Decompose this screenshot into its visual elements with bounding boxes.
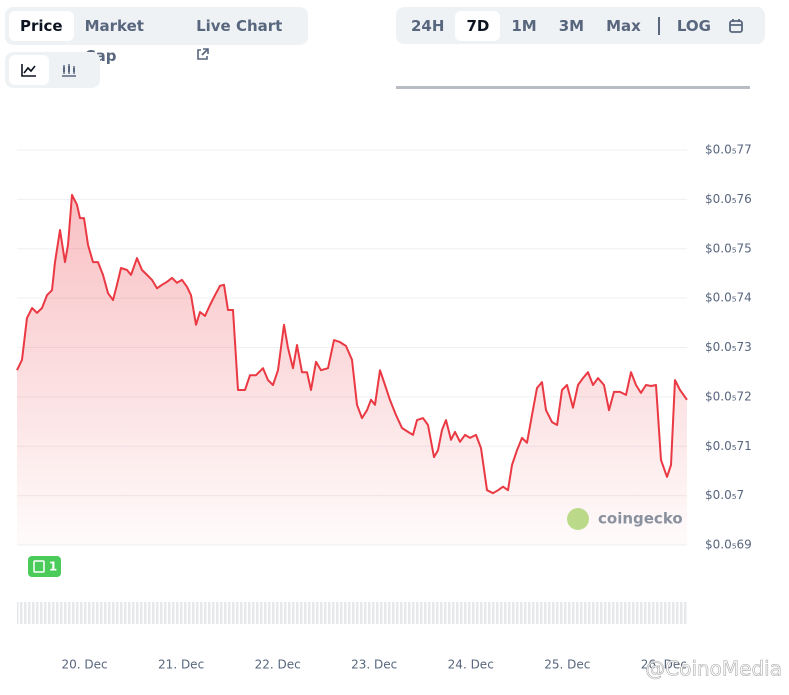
- range-button[interactable]: 1M: [511, 16, 537, 35]
- candle-icon: [62, 64, 76, 77]
- separator: [657, 16, 660, 35]
- x-tick-label: 24. Dec: [448, 658, 494, 672]
- tab-label: Live Chart: [196, 17, 283, 35]
- y-tick-label: $0.0₅69: [705, 538, 752, 552]
- tab[interactable]: Live Chart: [185, 11, 304, 60]
- watermark-text: coingecko: [598, 510, 683, 528]
- log-button[interactable]: LOG: [676, 16, 711, 35]
- y-tick-label: $0.0₅73: [705, 340, 752, 354]
- volume-band: [17, 596, 687, 648]
- y-tick-label: $0.0₅7: [705, 488, 744, 502]
- range-button[interactable]: 7D: [455, 10, 501, 41]
- x-tick-label: 22. Dec: [255, 658, 301, 672]
- line-icon: [21, 64, 36, 77]
- y-tick-label: $0.0₅77: [705, 143, 752, 157]
- tab-group: Price Market Cap Live Chart: [5, 7, 308, 65]
- range-group: 24H 7D 1M 3M Max LOG: [396, 7, 765, 44]
- y-tick-label: $0.0₅76: [705, 192, 752, 206]
- line-type-button[interactable]: [9, 55, 49, 85]
- credit: @CoinoMedia: [645, 657, 782, 681]
- range-button[interactable]: 24H: [411, 16, 445, 35]
- chart-type-group: [5, 52, 100, 88]
- price-area: [17, 194, 687, 545]
- tab[interactable]: Market Cap: [84, 17, 144, 65]
- event-icon: [33, 560, 45, 573]
- x-tick-label: 21. Dec: [158, 658, 204, 672]
- event-badge-count: 1: [49, 560, 57, 574]
- price-line: [16, 193, 688, 495]
- range-button[interactable]: 3M: [558, 16, 585, 35]
- range-button[interactable]: Max: [606, 16, 641, 35]
- x-tick-label: 20. Dec: [62, 658, 108, 672]
- tab[interactable]: Price: [9, 11, 74, 41]
- y-tick-label: $0.0₅71: [705, 439, 752, 453]
- x-tick-label: 25. Dec: [544, 658, 590, 672]
- range-underline: [396, 86, 750, 89]
- x-tick-label: 23. Dec: [351, 658, 397, 672]
- y-tick-label: $0.0₅72: [705, 389, 752, 403]
- watermark: coingecko: [567, 508, 683, 530]
- x-tick-label: 26. Dec: [641, 658, 687, 672]
- external-icon: [197, 48, 209, 60]
- candle-type-button[interactable]: [49, 55, 89, 85]
- calendar-icon[interactable]: [728, 18, 744, 34]
- y-tick-label: $0.0₅75: [705, 241, 752, 255]
- y-tick-label: $0.0₅74: [705, 291, 752, 305]
